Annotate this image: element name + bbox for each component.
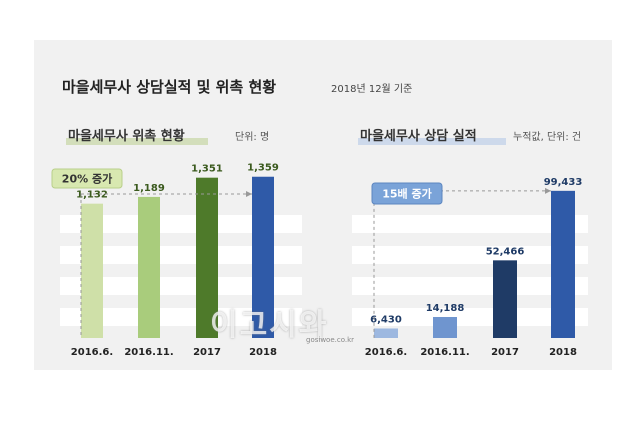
left-chart-title: 마을세무사 위촉 현황 bbox=[68, 129, 185, 144]
right-bar-1 bbox=[374, 328, 398, 338]
right-title-highlight bbox=[358, 138, 506, 145]
page-subtitle: 2018년 12월 기준 bbox=[331, 84, 413, 95]
left-grid-band bbox=[60, 246, 302, 264]
right-category-label: 2017 bbox=[491, 347, 519, 358]
left-value-label: 1,132 bbox=[76, 190, 108, 201]
right-chart-title: 마을세무사 상담 실적 bbox=[360, 129, 477, 144]
right-category-label: 2016.11. bbox=[420, 347, 469, 358]
right-value-label: 99,433 bbox=[544, 177, 583, 188]
right-value-label: 52,466 bbox=[486, 246, 525, 257]
left-value-label: 1,359 bbox=[247, 163, 279, 174]
right-category-label: 2018 bbox=[549, 347, 577, 358]
right-annotation-text: 15배 증가 bbox=[382, 187, 432, 201]
left-value-label: 1,189 bbox=[133, 183, 165, 194]
left-title-highlight bbox=[66, 138, 208, 145]
left-category-label: 2017 bbox=[193, 347, 221, 358]
right-value-label: 6,430 bbox=[370, 314, 402, 325]
right-bar-3 bbox=[493, 260, 517, 338]
left-category-label: 2016.6. bbox=[71, 347, 113, 358]
right-trend-arrowhead bbox=[545, 187, 551, 194]
left-annotation-tag bbox=[51, 168, 123, 189]
watermark: 이고시와 bbox=[210, 308, 329, 343]
left-bar-1 bbox=[81, 203, 103, 338]
right-value-label: 14,188 bbox=[426, 303, 465, 314]
watermark-url: gosiwoe.co.kr bbox=[306, 336, 355, 344]
right-category-label: 2016.6. bbox=[365, 347, 407, 358]
left-grid-band bbox=[60, 308, 302, 326]
left-bar-2 bbox=[138, 196, 160, 338]
left-category-label: 2018 bbox=[249, 347, 277, 358]
right-grid-band bbox=[352, 215, 588, 233]
left-bar-3 bbox=[196, 177, 218, 338]
left-grid-band bbox=[60, 215, 302, 233]
right-grid-band bbox=[352, 277, 588, 295]
left-bar-4 bbox=[252, 176, 274, 338]
right-chart-unit: 누적값, 단위: 건 bbox=[513, 132, 582, 143]
right-grid-band bbox=[352, 246, 588, 264]
right-grid-band bbox=[352, 308, 588, 326]
left-grid-band bbox=[60, 277, 302, 295]
left-trend-arrowhead bbox=[246, 191, 252, 197]
right-annotation-tag bbox=[371, 182, 443, 205]
left-category-label: 2016.11. bbox=[124, 347, 173, 358]
right-bar-4 bbox=[551, 190, 575, 338]
left-annotation-text: 20% 증가 bbox=[62, 172, 112, 186]
left-value-label: 1,351 bbox=[191, 164, 223, 175]
left-chart-unit: 단위: 명 bbox=[235, 132, 270, 143]
right-bar-2 bbox=[433, 317, 457, 338]
page-title: 마을세무사 상담실적 및 위촉 현황 bbox=[62, 78, 277, 96]
